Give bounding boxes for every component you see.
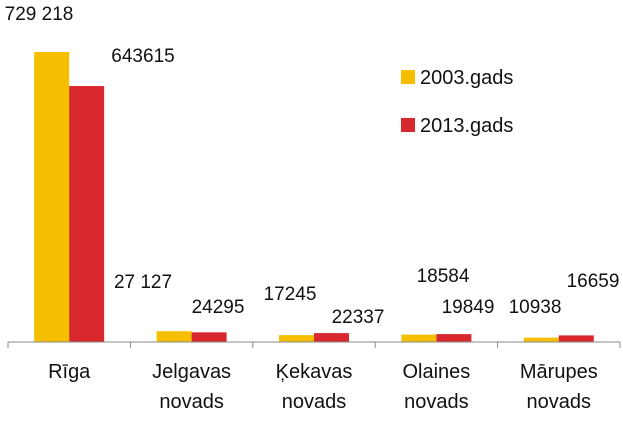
bar (523, 337, 559, 342)
x-tick-label: Rīga (48, 361, 91, 383)
x-tick-label: Mārupes novads (519, 361, 598, 413)
legend-swatch (401, 118, 415, 132)
bar (436, 334, 472, 342)
bar (279, 335, 314, 342)
legend-label: 2013.gads (420, 115, 513, 137)
bar (156, 331, 192, 342)
value-label: 24295 (192, 297, 245, 318)
value-label: 16659 (567, 271, 620, 292)
value-label: 643615 (111, 46, 174, 67)
value-label: 17245 (264, 284, 317, 305)
bar (314, 333, 349, 342)
bar (558, 335, 594, 342)
value-label: 729 218 (5, 4, 74, 25)
bar (69, 86, 105, 342)
value-label: 27 127 (114, 272, 172, 293)
value-label: 18584 (417, 266, 470, 287)
bar (191, 332, 227, 342)
bar (401, 334, 437, 342)
x-tick-label: Olaines novads (402, 361, 471, 413)
value-label: 10938 (509, 297, 562, 318)
legend-swatch (401, 70, 415, 84)
x-tick-label: Jelgavas novads (152, 361, 232, 413)
bar (34, 52, 70, 342)
legend-label: 2003.gads (420, 67, 513, 89)
value-label: 22337 (332, 307, 385, 328)
value-label: 19849 (442, 297, 495, 318)
x-tick-label: Ķekavas novads (275, 361, 353, 413)
